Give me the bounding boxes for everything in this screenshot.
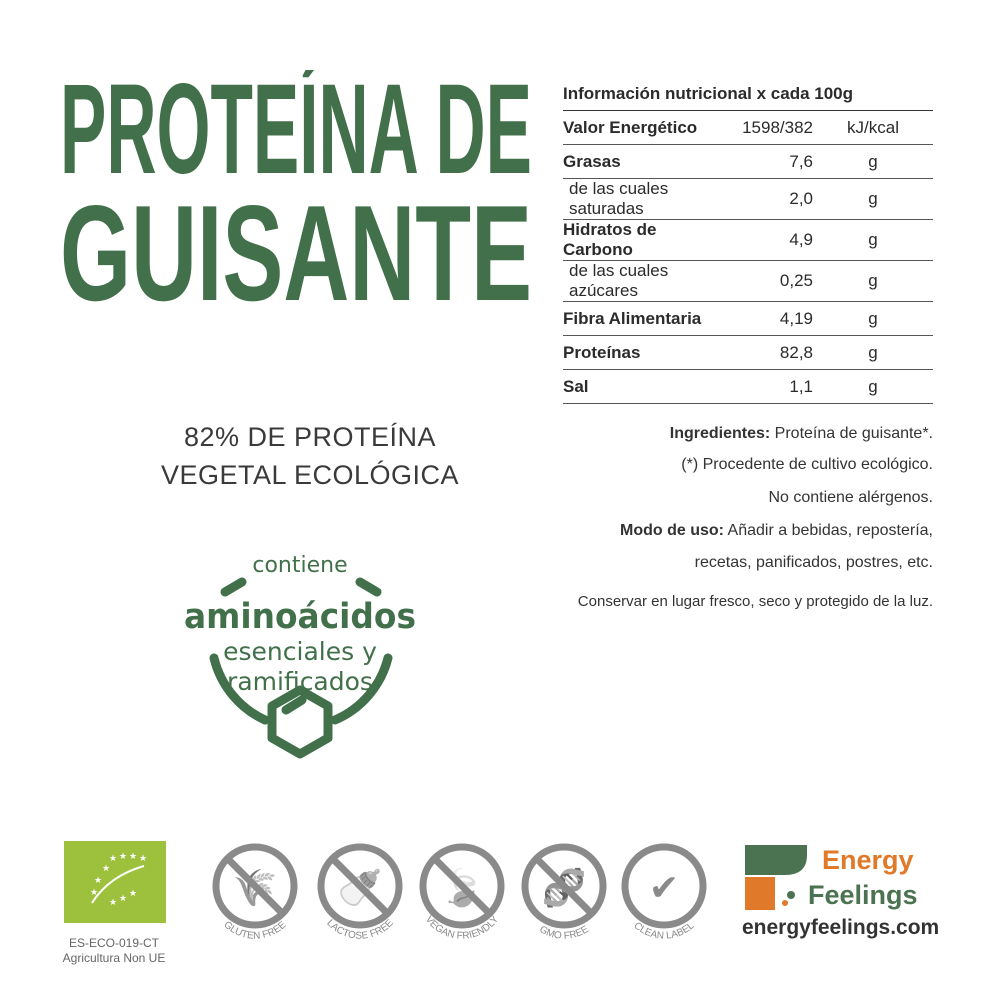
brand-name-1: Energy: [822, 845, 914, 875]
nutrient-unit: g: [813, 335, 933, 370]
svg-text:★: ★: [119, 894, 127, 904]
nutrition-row: Hidratos de Carbono 4,9 g: [563, 219, 933, 261]
title-line-1: PROTEÍNA DE: [60, 70, 532, 201]
nutrient-unit: g: [813, 301, 933, 336]
nutrient-label: Valor Energético: [563, 110, 703, 145]
ingredients-text: Proteína de guisante*.: [770, 425, 933, 442]
nutrient-value: 4,9: [703, 219, 813, 261]
claim-top: contiene: [252, 553, 347, 578]
nutrient-label: Fibra Alimentaria: [563, 301, 703, 336]
badge-clean-label: ✔ CLEAN LABEL: [621, 843, 707, 942]
allergens-note: No contiene alérgenos.: [768, 489, 933, 506]
svg-text:★: ★: [90, 888, 98, 898]
subtitle-line-1: 82% DE PROTEÍNA: [183, 422, 437, 452]
nutrition-row: Fibra Alimentaria 4,19 g: [563, 301, 933, 336]
nutrient-value: 4,19: [703, 301, 813, 336]
ingredients: Ingredientes: Proteína de guisante*.: [670, 422, 933, 445]
nutrition-table: Información nutricional x cada 100g Valo…: [563, 78, 933, 404]
nutrient-unit: g: [813, 369, 933, 404]
badge-label: GMO FREE: [537, 924, 591, 942]
nutrient-label: de las cuales azúcares: [563, 260, 703, 302]
nutrition-row: Grasas 7,6 g: [563, 144, 933, 179]
usage-text-1: Añadir a bebidas, repostería,: [723, 522, 933, 539]
svg-text:★: ★: [102, 864, 110, 874]
nutrient-label: Sal: [563, 369, 703, 404]
nutrient-value: 0,25: [703, 260, 813, 302]
nutrient-value: 82,8: [703, 335, 813, 370]
badge-vegan-friendly: 🍃 VEGAN FRIENDLY: [419, 843, 505, 942]
nutrition-row: Valor Energético 1598/382 kJ/kcal: [563, 110, 933, 145]
nutrient-value: 7,6: [703, 144, 813, 179]
usage-continued: recetas, panificados, postres, etc.: [694, 554, 933, 571]
nutrient-label: Grasas: [563, 144, 703, 179]
nutrient-unit: kJ/kcal: [813, 110, 933, 145]
svg-text:★: ★: [109, 898, 117, 908]
nutrient-unit: g: [813, 178, 933, 220]
nutrient-label: Proteínas: [563, 335, 703, 370]
brand-name-2: Feelings: [808, 880, 918, 910]
usage-label: Modo de uso:: [619, 522, 724, 539]
eco-origin: Agricultura Non UE: [62, 951, 166, 965]
svg-text:★: ★: [94, 876, 102, 886]
badge-lactose-free: 🍼 LACTOSE FREE: [317, 843, 403, 942]
nutrient-unit: g: [813, 219, 933, 261]
claim-line-2: esenciales y: [223, 637, 377, 666]
check-leaf-icon: ✔: [649, 867, 679, 908]
nutrient-label: de las cuales saturadas: [563, 178, 703, 220]
svg-text:★: ★: [129, 852, 137, 862]
brand-logo-mark: [745, 845, 807, 910]
svg-text:★: ★: [139, 854, 147, 864]
amino-acids-emblem: contiene aminoácidos esenciales y ramifi…: [184, 553, 416, 759]
nutrient-unit: g: [813, 144, 933, 179]
brand-url: energyfeelings.com: [742, 916, 940, 939]
usage: Modo de uso: Añadir a bebidas, reposterí…: [620, 519, 933, 542]
nutrition-row: Sal 1,1 g: [563, 369, 933, 404]
subtitle-line-2: VEGETAL ECOLÓGICA: [160, 460, 460, 490]
title-line-2: GUISANTE: [60, 177, 532, 310]
nutrient-value: 2,0: [703, 178, 813, 220]
ingredients-label: Ingredientes:: [669, 425, 771, 442]
product-title: PROTEÍNA DE GUISANTE: [60, 70, 532, 310]
nutrient-unit: g: [813, 260, 933, 302]
eco-code: ES-ECO-019-CT: [68, 936, 160, 950]
eu-organic-logo: ★ ★ ★ ★ ★★★ ★ ★ ★: [64, 841, 166, 923]
claim-line-3: ramificados: [227, 667, 373, 696]
badge-gmo-free: 🧬 GMO FREE: [521, 843, 607, 942]
badge-label: LACTOSE FREE: [324, 917, 396, 941]
nutrition-header: Información nutricional x cada 100g: [563, 78, 933, 111]
nutrition-row: de las cuales saturadas 2,0 g: [563, 178, 933, 220]
nutrient-value: 1,1: [703, 369, 813, 404]
nutrient-label: Hidratos de Carbono: [563, 219, 703, 261]
nutrient-value: 1598/382: [703, 110, 813, 145]
svg-text:★: ★: [129, 889, 137, 899]
nutrition-row: Proteínas 82,8 g: [563, 335, 933, 370]
svg-text:★: ★: [109, 854, 117, 864]
badge-gluten-free: 🌾 GLUTEN FREE: [212, 843, 298, 942]
svg-text:★: ★: [119, 852, 127, 862]
storage-note: Conservar en lugar fresco, seco y proteg…: [577, 593, 933, 610]
origin-note: (*) Procedente de cultivo ecológico.: [681, 456, 933, 473]
eco-certification: ES-ECO-019-CT Agricultura Non UE: [62, 936, 166, 966]
claim-main: aminoácidos: [184, 597, 416, 637]
nutrition-row: de las cuales azúcares 0,25 g: [563, 260, 933, 302]
